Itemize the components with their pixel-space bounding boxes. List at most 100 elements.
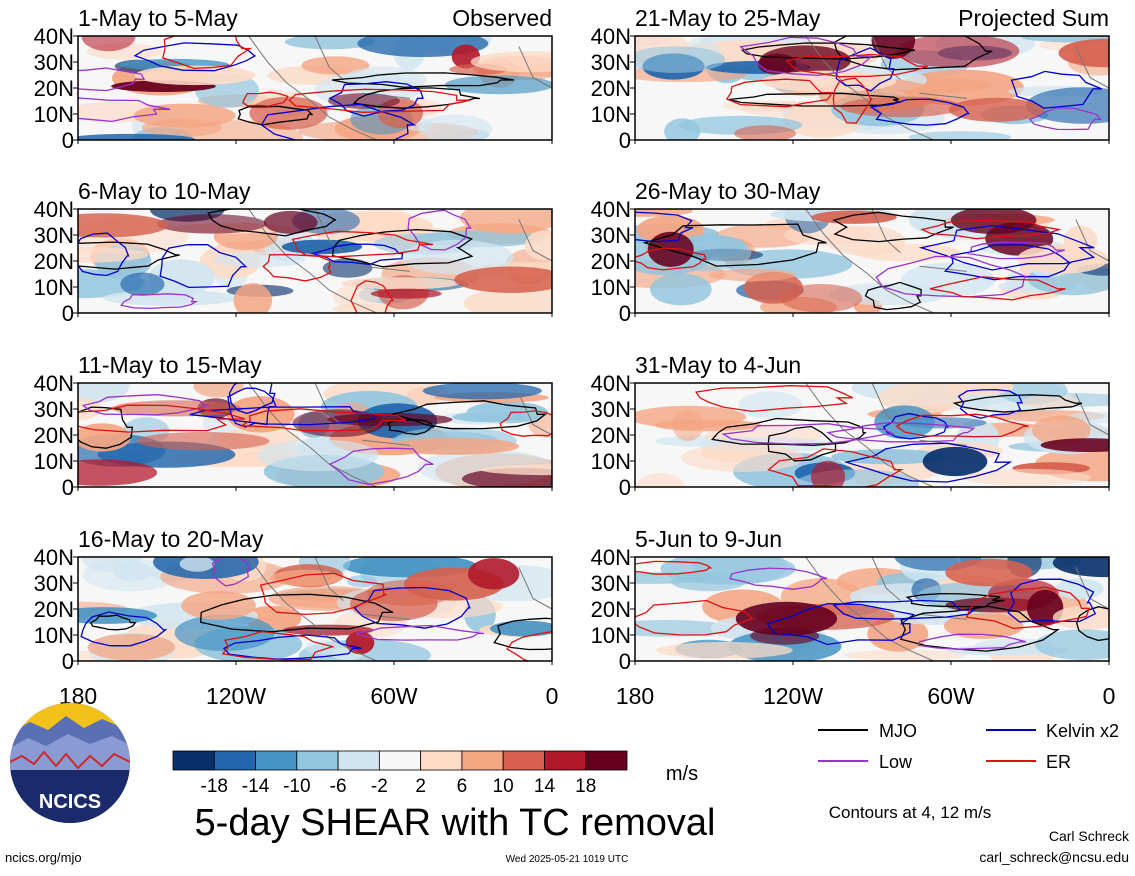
y-tick-label: 20N: [34, 597, 74, 622]
y-tick-label: 0: [619, 649, 631, 674]
shear-field: [589, 196, 1135, 317]
y-tick-label: 30N: [591, 571, 631, 596]
y-tick-label: 0: [619, 301, 631, 326]
y-tick-label: 30N: [34, 50, 74, 75]
y-tick-label: 10N: [34, 275, 74, 300]
y-tick-label: 40N: [591, 24, 631, 49]
author-name: Carl Schreck: [1049, 828, 1130, 844]
y-tick-label: 30N: [34, 397, 74, 422]
colorbar-swatch: [338, 751, 379, 770]
x-tick-0-right: 0: [1103, 683, 1116, 709]
y-tick-label: 10N: [34, 623, 74, 648]
colorbar-swatch: [544, 751, 585, 770]
legend-er-label: ER: [1046, 752, 1071, 772]
colorbar-unit: m/s: [666, 763, 698, 785]
y-tick-label: 10N: [591, 623, 631, 648]
y-tick-label: 40N: [591, 197, 631, 222]
x-tick-0-left: 0: [546, 683, 559, 709]
x-tick-60w-left: 60W: [370, 683, 418, 709]
y-tick-label: 0: [619, 128, 631, 153]
panel-title: 31-May to 4-Jun: [635, 352, 801, 378]
legend-low-label: Low: [879, 752, 913, 772]
colorbar-swatch: [586, 751, 627, 770]
ncics-logo: NCICS: [10, 703, 130, 832]
y-tick-label: 20N: [34, 249, 74, 274]
y-tick-label: 0: [62, 475, 74, 500]
shear-field: [31, 542, 580, 671]
colorbar-tick: -14: [242, 776, 270, 797]
colorbar-swatch: [256, 751, 297, 770]
colorbar-swatch: [379, 751, 420, 770]
panel-group-label: Observed: [452, 5, 552, 31]
x-tick-120w-right: 120W: [763, 683, 823, 709]
colorbar-tick: -6: [330, 776, 347, 797]
y-tick-label: 0: [62, 128, 74, 153]
panel-title: 26-May to 30-May: [635, 178, 821, 204]
y-tick-label: 10N: [34, 449, 74, 474]
y-tick-label: 0: [619, 475, 631, 500]
y-tick-label: 40N: [591, 545, 631, 570]
panel-title: 6-May to 10-May: [78, 178, 251, 204]
colorbar-tick: 14: [534, 776, 556, 797]
author-email: carl_schreck@ncsu.edu: [979, 849, 1129, 865]
colorbar-swatch: [297, 751, 338, 770]
colorbar-tick: 6: [457, 776, 468, 797]
y-tick-label: 40N: [34, 197, 74, 222]
timestamp: Wed 2025-05-21 1019 UTC: [506, 854, 629, 865]
y-tick-label: 20N: [34, 76, 74, 101]
panel-title: 21-May to 25-May: [635, 5, 821, 31]
legend-kelvin-label: Kelvin x2: [1046, 721, 1119, 741]
y-tick-label: 40N: [34, 371, 74, 396]
shear-field: [8, 198, 599, 321]
y-tick-label: 30N: [591, 223, 631, 248]
y-tick-label: 10N: [591, 275, 631, 300]
y-tick-label: 10N: [591, 102, 631, 127]
y-tick-label: 30N: [34, 223, 74, 248]
colorbar-tick: -2: [371, 776, 388, 797]
colorbar-tick: 2: [415, 776, 426, 797]
shear-field: [586, 543, 1135, 666]
colorbar-swatch: [173, 751, 214, 770]
x-axis-right: 180 120W 60W 0: [616, 683, 1116, 709]
colorbar-tick: -10: [283, 776, 310, 797]
colorbar-swatch: [503, 751, 544, 770]
y-tick-label: 40N: [34, 545, 74, 570]
shear-field: [28, 22, 587, 156]
contours-note: Contours at 4, 12 m/s: [829, 803, 992, 822]
y-tick-label: 10N: [34, 102, 74, 127]
y-tick-label: 20N: [591, 597, 631, 622]
y-tick-label: 30N: [591, 397, 631, 422]
y-tick-label: 40N: [591, 371, 631, 396]
shear-field: [616, 22, 1135, 144]
y-tick-label: 10N: [591, 449, 631, 474]
colorbar-swatch: [462, 751, 503, 770]
line-legend: MJO Kelvin x2 Low ER: [818, 721, 1119, 772]
panel-title: 11-May to 15-May: [78, 352, 262, 378]
colorbar-tick: 18: [575, 776, 596, 797]
y-tick-label: 30N: [34, 571, 74, 596]
y-tick-label: 30N: [591, 50, 631, 75]
y-tick-label: 20N: [591, 423, 631, 448]
panel-title: 1-May to 5-May: [78, 5, 238, 31]
x-tick-120w-left: 120W: [206, 683, 266, 709]
colorbar-tick: 10: [493, 776, 514, 797]
website-link[interactable]: ncics.org/mjo: [5, 850, 82, 865]
y-tick-label: 20N: [591, 249, 631, 274]
panel-group-label: Projected Sum: [958, 5, 1109, 31]
x-axis-left: 180 120W 60W 0: [59, 683, 559, 709]
figure-title: 5-day SHEAR with TC removal: [195, 802, 716, 844]
x-tick-60w-right: 60W: [927, 683, 975, 709]
colorbar-swatch: [421, 751, 462, 770]
y-tick-label: 20N: [591, 76, 631, 101]
y-tick-label: 0: [62, 649, 74, 674]
